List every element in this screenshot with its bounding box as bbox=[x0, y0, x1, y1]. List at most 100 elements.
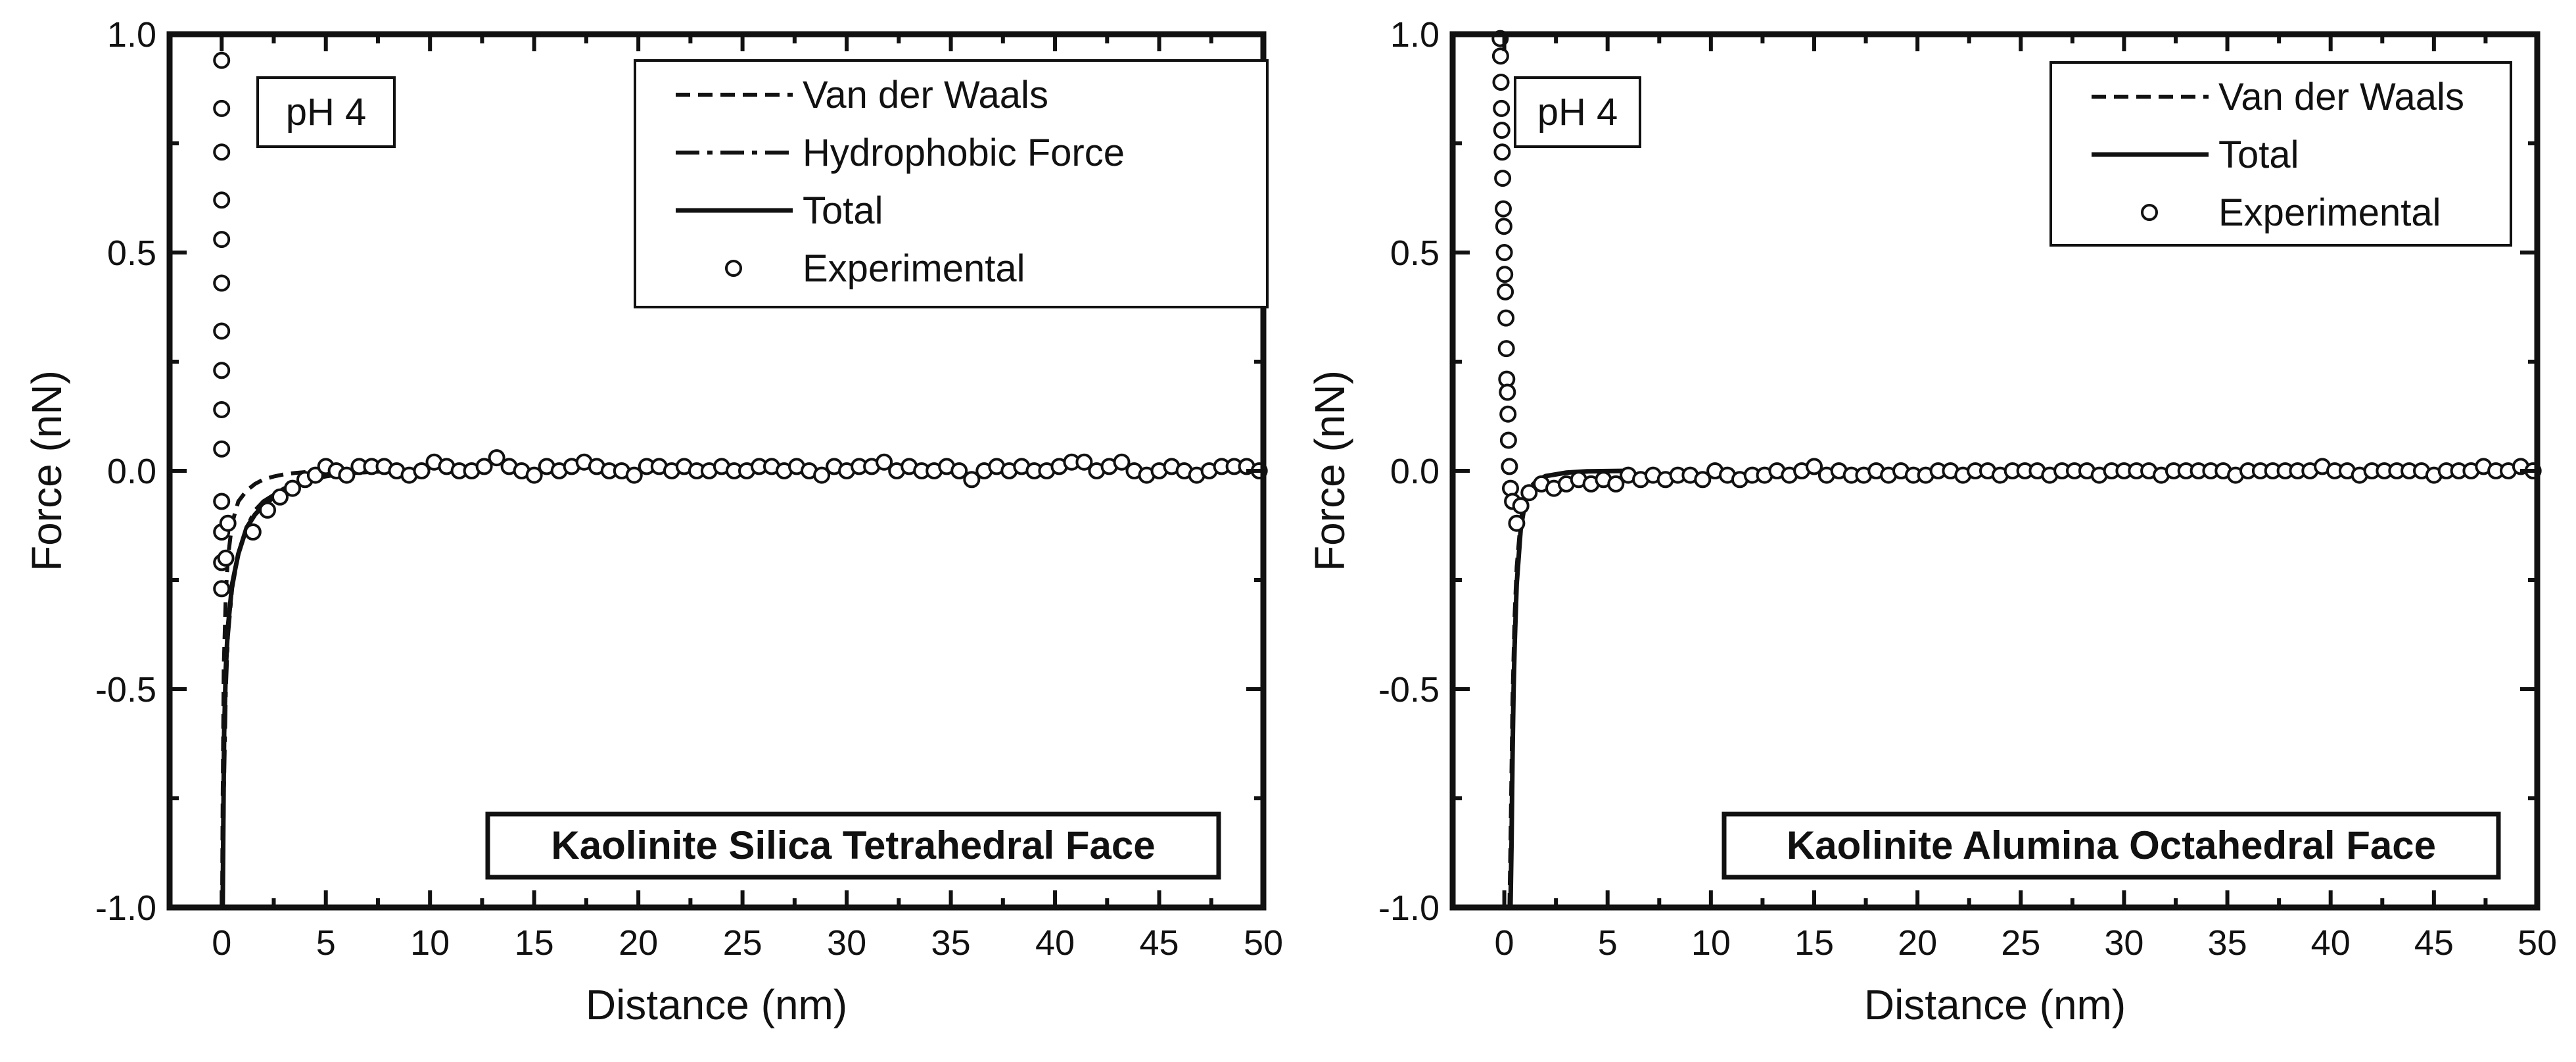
x-axis-title: Distance (nm) bbox=[1864, 981, 2126, 1028]
legend-label: Experimental bbox=[2218, 191, 2441, 234]
x-tick-label: 5 bbox=[1598, 923, 1618, 963]
y-tick-label: 1.0 bbox=[107, 15, 156, 55]
data-point bbox=[1806, 458, 1823, 475]
panel-alumina-octahedral-face: 0 5 10 15 20 25 30 35 40 45 50 -1.0 -0.5 0.0 0.5 1.0 Di… bbox=[1306, 15, 2557, 1028]
ph-annotation: pH 4 bbox=[286, 91, 367, 133]
data-point bbox=[1694, 471, 1712, 489]
data-point bbox=[213, 99, 231, 117]
x-tick-label: 45 bbox=[1139, 923, 1179, 963]
axis-ticks: 0 5 10 15 20 25 30 35 40 45 50 -1.0 -0.5 0.0 0.5 1.0 bbox=[95, 15, 1283, 963]
data-point bbox=[213, 231, 231, 249]
axis-ticks: 0 5 10 15 20 25 30 35 40 45 50 -1.0 -0.5 0.0 0.5 1.0 bbox=[1378, 15, 2557, 963]
y-tick-label: 0.5 bbox=[1390, 233, 1440, 273]
series-line-van-der-waals bbox=[220, 469, 431, 908]
data-point bbox=[271, 488, 289, 506]
x-tick-label: 25 bbox=[723, 923, 762, 963]
y-tick-label: 0.0 bbox=[107, 452, 156, 491]
ph-annotation: pH 4 bbox=[1537, 91, 1618, 133]
data-point bbox=[1113, 453, 1131, 471]
data-point bbox=[284, 479, 301, 497]
x-tick-label: 15 bbox=[1794, 923, 1834, 963]
y-axis-title: Force (nN) bbox=[23, 370, 70, 571]
data-point bbox=[475, 458, 493, 475]
data-point bbox=[1497, 340, 1515, 358]
data-point bbox=[213, 580, 231, 598]
data-point bbox=[213, 274, 231, 292]
x-tick-label: 30 bbox=[2104, 923, 2143, 963]
data-point bbox=[213, 191, 231, 209]
x-tick-label: 10 bbox=[1691, 923, 1731, 963]
data-point bbox=[213, 51, 231, 69]
x-tick-label: 30 bbox=[827, 923, 866, 963]
series-layer bbox=[213, 51, 1268, 908]
y-tick-label: 0.0 bbox=[1390, 452, 1440, 491]
legend-marker-circle bbox=[725, 260, 742, 277]
data-point bbox=[1495, 200, 1512, 218]
data-point bbox=[525, 466, 543, 484]
data-point bbox=[1496, 266, 1514, 283]
data-point bbox=[1492, 74, 1510, 91]
legend-label: Experimental bbox=[803, 247, 1025, 290]
data-point bbox=[213, 322, 231, 340]
series-experimental bbox=[213, 51, 1268, 598]
x-tick-label: 25 bbox=[2001, 923, 2040, 963]
data-point bbox=[963, 471, 981, 489]
data-point bbox=[213, 440, 231, 458]
data-point bbox=[813, 466, 831, 484]
data-point bbox=[1499, 383, 1516, 401]
ph-annotation-box bbox=[1514, 76, 1641, 148]
data-point bbox=[1497, 283, 1514, 301]
data-point bbox=[1491, 47, 1509, 65]
data-point bbox=[1495, 244, 1513, 261]
x-axis-title: Distance (nm) bbox=[586, 981, 847, 1028]
face-title-box bbox=[485, 811, 1221, 880]
legend-item: Experimental bbox=[2141, 191, 2441, 234]
panel-silica-tetrahedral-face: 0 5 10 15 20 25 30 35 40 45 50 -1.0 -0.5 0.0 0.5 1.0 Di… bbox=[23, 15, 1283, 1028]
data-point bbox=[213, 401, 231, 418]
data-point bbox=[413, 462, 431, 479]
x-tick-label: 0 bbox=[212, 923, 231, 963]
data-point bbox=[1520, 484, 1538, 502]
data-point bbox=[338, 466, 356, 484]
legend-item: Experimental bbox=[725, 247, 1025, 290]
legend-label: Hydrophobic Force bbox=[803, 132, 1125, 174]
y-tick-label: 0.5 bbox=[107, 233, 156, 273]
data-point bbox=[1493, 122, 1510, 139]
legend: Van der Waals Total Experimental bbox=[2049, 61, 2512, 247]
data-point bbox=[876, 453, 893, 471]
y-tick-label: -0.5 bbox=[1378, 670, 1440, 710]
series-line-total bbox=[1508, 468, 1629, 908]
legend: Van der Waals Hydrophobic Force Total Exper… bbox=[634, 59, 1269, 308]
data-point bbox=[1607, 475, 1625, 493]
data-point bbox=[1512, 497, 1530, 515]
face-title: Kaolinite Alumina Octahedral Face bbox=[1787, 823, 2436, 867]
y-tick-label: -0.5 bbox=[95, 670, 156, 710]
x-tick-label: 50 bbox=[2517, 923, 2557, 963]
legend-item: Van der Waals bbox=[2092, 76, 2464, 118]
data-point bbox=[1499, 431, 1517, 449]
x-tick-label: 40 bbox=[2311, 923, 2351, 963]
legend-item: Total bbox=[676, 189, 883, 232]
data-point bbox=[1495, 218, 1512, 235]
legend-label: Van der Waals bbox=[2218, 76, 2464, 118]
legend-item: Total bbox=[2092, 133, 2299, 176]
data-point bbox=[259, 501, 276, 519]
data-point bbox=[1497, 309, 1515, 327]
face-title-box bbox=[1721, 811, 2501, 880]
data-point bbox=[1494, 170, 1512, 187]
x-tick-label: 5 bbox=[316, 923, 336, 963]
data-point bbox=[213, 143, 231, 161]
x-tick-label: 40 bbox=[1035, 923, 1075, 963]
x-tick-label: 15 bbox=[515, 923, 554, 963]
x-tick-label: 10 bbox=[410, 923, 450, 963]
x-tick-label: 0 bbox=[1495, 923, 1514, 963]
data-point bbox=[1493, 99, 1510, 117]
legend-label: Total bbox=[2218, 133, 2299, 176]
data-point bbox=[488, 449, 505, 467]
x-tick-label: 20 bbox=[1898, 923, 1937, 963]
data-point bbox=[219, 514, 237, 532]
x-tick-label: 50 bbox=[1244, 923, 1283, 963]
legend-item: Van der Waals bbox=[676, 74, 1048, 116]
x-tick-label: 45 bbox=[2414, 923, 2454, 963]
